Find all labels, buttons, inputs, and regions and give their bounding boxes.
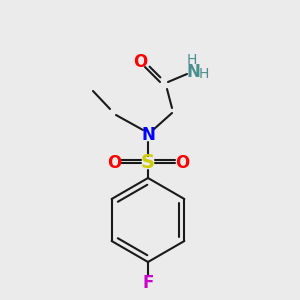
Text: O: O xyxy=(175,154,189,172)
Text: H: H xyxy=(187,53,197,67)
Text: O: O xyxy=(107,154,121,172)
Text: N: N xyxy=(141,126,155,144)
Text: S: S xyxy=(141,154,155,172)
Text: H: H xyxy=(199,67,209,81)
Text: N: N xyxy=(186,63,200,81)
Text: F: F xyxy=(142,274,154,292)
Text: O: O xyxy=(133,53,147,71)
